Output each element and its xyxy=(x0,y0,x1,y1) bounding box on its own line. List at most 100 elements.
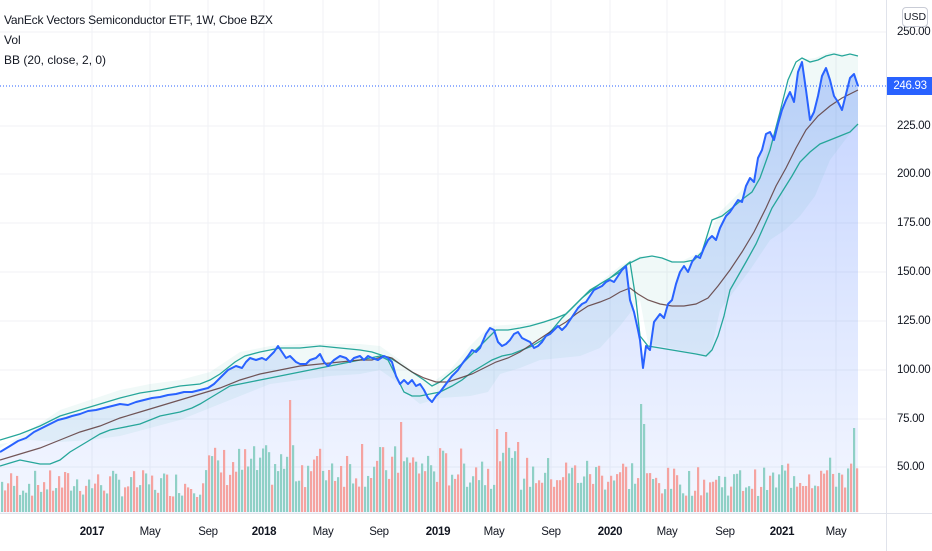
volume-bar xyxy=(691,495,694,512)
volume-bar xyxy=(367,475,370,512)
volume-bar xyxy=(172,496,175,512)
volume-bar xyxy=(574,465,577,512)
volume-bar xyxy=(523,478,526,512)
volume-bar xyxy=(577,482,580,512)
volume-bar xyxy=(799,482,802,512)
price-chart-svg xyxy=(0,0,886,513)
volume-bar xyxy=(166,474,169,512)
volume-bar xyxy=(559,480,562,512)
volume-bar xyxy=(592,483,595,512)
volume-bar xyxy=(73,486,76,512)
volume-bar xyxy=(214,447,217,512)
x-tick-label: Sep xyxy=(541,526,561,538)
volume-bar xyxy=(814,485,817,512)
volume-bar xyxy=(283,468,286,512)
volume-bar xyxy=(430,465,433,512)
volume-bar xyxy=(757,495,760,512)
volume-bar xyxy=(142,470,145,512)
volume-bar xyxy=(64,471,67,512)
volume-bar xyxy=(508,447,511,512)
y-tick-label: 250.00 xyxy=(897,26,931,38)
volume-bar xyxy=(790,487,793,512)
volume-bar xyxy=(832,473,835,512)
volume-bar xyxy=(616,474,619,512)
y-tick-label: 175.00 xyxy=(897,217,931,229)
volume-bar xyxy=(499,461,502,512)
volume-bar xyxy=(556,480,559,512)
volume-bar xyxy=(385,470,388,512)
volume-bar xyxy=(106,493,109,512)
volume-bar xyxy=(685,495,688,512)
volume-bar xyxy=(253,446,256,512)
last-price-label: 246.93 xyxy=(887,77,932,95)
bollinger-bands-label[interactable]: BB (20, close, 2, 0) xyxy=(4,53,107,67)
volume-bar xyxy=(103,490,106,512)
volume-bar xyxy=(196,496,199,512)
volume-bar xyxy=(238,448,241,512)
volume-bar xyxy=(619,472,622,512)
volume-bar xyxy=(439,448,442,512)
volume-bar xyxy=(40,491,43,512)
volume-bar xyxy=(673,468,676,512)
volume-bar xyxy=(211,456,214,512)
symbol-title[interactable]: VanEck Vectors Semiconductor ETF, 1W, Cb… xyxy=(4,13,273,27)
volume-bar xyxy=(22,490,25,512)
volume-bar xyxy=(421,463,424,512)
volume-bar xyxy=(514,451,517,512)
volume-bar xyxy=(310,471,313,512)
volume-bar xyxy=(286,456,289,512)
volume-bar xyxy=(97,474,100,512)
volume-bar xyxy=(262,448,265,512)
x-tick-label: May xyxy=(483,526,505,538)
volume-bar xyxy=(370,477,373,512)
volume-bar xyxy=(661,493,664,512)
volume-bar xyxy=(433,471,436,512)
volume-bar xyxy=(595,467,598,512)
volume-bar xyxy=(91,488,94,512)
price-line xyxy=(0,61,859,453)
volume-bar xyxy=(316,456,319,512)
volume-bar xyxy=(364,486,367,512)
volume-bar xyxy=(220,472,223,512)
volume-bar xyxy=(85,485,88,512)
volume-bar xyxy=(298,480,301,512)
x-tick-label: May xyxy=(825,526,847,538)
volume-bar xyxy=(232,462,235,512)
time-axis[interactable]: 2017 May Sep 2018 May Sep 2019 May Sep 2020 May Sep… xyxy=(0,513,886,551)
volume-bar xyxy=(826,470,829,512)
volume-bar xyxy=(292,445,295,512)
volume-bar xyxy=(127,486,130,512)
volume-bar xyxy=(469,482,472,512)
volume-bar xyxy=(379,447,382,512)
volume-bar xyxy=(400,422,403,512)
volume-bar xyxy=(163,473,166,512)
volume-bar xyxy=(580,482,583,512)
volume-indicator-label[interactable]: Vol xyxy=(4,33,21,47)
chart-pane[interactable]: VanEck Vectors Semiconductor ETF, 1W, Cb… xyxy=(0,0,886,513)
volume-bar xyxy=(175,474,178,512)
volume-bar xyxy=(589,474,592,512)
volume-bar xyxy=(808,474,811,512)
volume-bar xyxy=(28,483,31,512)
volume-bar xyxy=(112,470,115,512)
volume-bar xyxy=(718,476,721,512)
volume-bar xyxy=(562,477,565,512)
volume-bar xyxy=(373,466,376,512)
volume-bar xyxy=(49,470,52,512)
volume-bar xyxy=(403,461,406,512)
volume-bar xyxy=(517,442,520,512)
volume-bar xyxy=(13,485,16,512)
volume-bar xyxy=(565,462,568,512)
volume-bar xyxy=(58,476,61,512)
price-axis[interactable]: 50.00 75.00 100.00 125.00 150.00 175.00 200.00… xyxy=(886,0,932,513)
y-tick-label: 150.00 xyxy=(897,266,931,278)
x-tick-label: Sep xyxy=(715,526,735,538)
volume-bar xyxy=(19,494,22,512)
volume-bar xyxy=(820,470,823,512)
volume-bar xyxy=(787,463,790,512)
currency-button[interactable]: USD xyxy=(902,7,928,27)
volume-bar xyxy=(133,471,136,512)
volume-bar xyxy=(190,489,193,512)
volume-bar xyxy=(154,489,157,512)
volume-bar xyxy=(769,475,772,512)
